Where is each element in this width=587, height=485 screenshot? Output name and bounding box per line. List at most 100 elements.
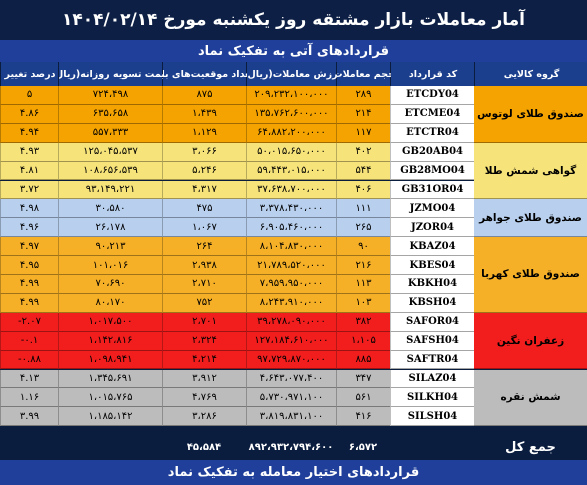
cell-settlement: ۷۰،۶۹۰ bbox=[58, 275, 162, 294]
cell-code: GB20AB04 bbox=[390, 142, 474, 162]
table-row: SILKH04 ۵۶۱ ۵،۷۳۰،۹۷۱،۱۰۰ ۴،۷۶۹ ۱،۰۱۵،۷۶۵ ۱.۱… bbox=[0, 388, 587, 408]
cell-code: KBAZ04 bbox=[390, 237, 474, 257]
cell-settlement: ۱،۱۸۵،۱۴۲ bbox=[58, 407, 162, 427]
header-group: گروه کالایی bbox=[474, 62, 587, 86]
cell-open-interest: ۱،۰۶۷ bbox=[162, 218, 246, 238]
cell-settlement: ۱۰۸،۶۵۶،۵۳۹ bbox=[58, 161, 162, 181]
cell-value: ۶۴،۸۸۲،۲۰۰،۰۰۰ bbox=[246, 123, 336, 143]
cell-change: ۴.۸۶ bbox=[0, 104, 58, 124]
table-row: SAFOR04 ۳۸۲ ۳۹،۲۷۸،۰۹۰،۰۰۰ ۲،۷۰۱ ۱،۰۱۷،۵۰۰ -۲… bbox=[0, 312, 587, 332]
table-row: JZOR04 ۲۶۵ ۶،۹۰۵،۴۶۰،۰۰۰ ۱،۰۶۷ ۲۶،۱۷۸ ۴.۹۶ bbox=[0, 218, 587, 238]
cell-volume: ۲۶۵ bbox=[336, 218, 390, 238]
cell-value: ۵،۷۳۰،۹۷۱،۱۰۰ bbox=[246, 388, 336, 408]
cell-code: JZMO04 bbox=[390, 199, 474, 219]
cell-settlement: ۷۲۴،۴۹۸ bbox=[58, 86, 162, 105]
table-row: JZMO04 ۱۱۱ ۳،۳۷۸،۴۳۰،۰۰۰ ۴۷۵ ۳۰،۵۸۰ ۴.۹۸ bbox=[0, 199, 587, 219]
cell-volume: ۳۴۷ bbox=[336, 369, 390, 389]
cell-open-interest: ۸۷۵ bbox=[162, 86, 246, 105]
cell-code: SAFSH04 bbox=[390, 331, 474, 351]
cell-value: ۵۰،۰۱۵،۶۵۰،۰۰۰ bbox=[246, 142, 336, 162]
cell-change: ۴.۹۹ bbox=[0, 293, 58, 313]
table-row: SILSH04 ۴۱۶ ۳،۸۱۹،۸۳۱،۱۰۰ ۳،۲۸۶ ۱،۱۸۵،۱۴۲ ۳.۹… bbox=[0, 407, 587, 427]
cell-code: GB31OR04 bbox=[390, 180, 474, 200]
table-row: ETCTR04 ۱۱۷ ۶۴،۸۸۲،۲۰۰،۰۰۰ ۱،۱۲۹ ۵۵۷،۳۳۳ ۴.۹۴ bbox=[0, 123, 587, 143]
cell-open-interest: ۴،۲۱۴ bbox=[162, 350, 246, 370]
header-open-interest: تعداد موقعیت‌های باز bbox=[162, 62, 247, 86]
total-open-interest: ۴۵،۵۸۴ bbox=[186, 441, 222, 453]
cell-volume: ۵۴۴ bbox=[336, 161, 390, 181]
cell-volume: ۲۸۹ bbox=[336, 86, 390, 105]
cell-change: -۰.۸۸ bbox=[0, 350, 58, 370]
cell-volume: ۲۱۶ bbox=[336, 256, 390, 275]
cell-open-interest: ۲،۳۲۴ bbox=[162, 331, 246, 351]
cell-open-interest: ۲۶۴ bbox=[162, 237, 246, 257]
cell-volume: ۳۸۲ bbox=[336, 312, 390, 332]
cell-change: ۳.۹۹ bbox=[0, 407, 58, 427]
cell-code: SAFOR04 bbox=[390, 312, 474, 332]
cell-open-interest: ۲،۷۱۰ bbox=[162, 275, 246, 294]
cell-change: ۴.۹۹ bbox=[0, 275, 58, 294]
cell-code: KBKH04 bbox=[390, 275, 474, 294]
cell-open-interest: ۱،۴۳۹ bbox=[162, 104, 246, 124]
cell-value: ۲۱،۷۸۹،۵۲۰،۰۰۰ bbox=[246, 256, 336, 275]
cell-value: ۶،۹۰۵،۴۶۰،۰۰۰ bbox=[246, 218, 336, 238]
cell-change: -۰.۱ bbox=[0, 331, 58, 351]
cell-volume: ۱۰۳ bbox=[336, 293, 390, 313]
cell-value: ۲۰۹،۲۳۲،۱۰۰،۰۰۰ bbox=[246, 86, 336, 105]
total-value: ۸۹۲،۹۳۲،۷۹۴،۶۰۰ bbox=[248, 441, 334, 453]
group-cell: صندوق طلای کهربا bbox=[474, 237, 587, 313]
total-label: جمع کل bbox=[505, 439, 556, 455]
table-row: KBSH04 ۱۰۳ ۸،۲۴۳،۹۱۰،۰۰۰ ۷۵۲ ۸۰،۱۷۰ ۴.۹۹ bbox=[0, 293, 587, 313]
cell-open-interest: ۵،۲۴۶ bbox=[162, 161, 246, 181]
futures-section-header: قراردادهای آتی به تفکیک نماد bbox=[0, 40, 587, 62]
group-cell: گواهی شمش طلا bbox=[474, 142, 587, 200]
cell-value: ۳۷،۶۳۸،۷۰۰،۰۰۰ bbox=[246, 180, 336, 200]
cell-code: SILSH04 bbox=[390, 407, 474, 427]
cell-value: ۳،۳۷۸،۴۳۰،۰۰۰ bbox=[246, 199, 336, 219]
cell-open-interest: ۳،۰۶۶ bbox=[162, 142, 246, 162]
cell-open-interest: ۳،۲۸۶ bbox=[162, 407, 246, 427]
cell-open-interest: ۳،۹۱۲ bbox=[162, 369, 246, 389]
cell-volume: ۹۰ bbox=[336, 237, 390, 257]
cell-code: ETCTR04 bbox=[390, 123, 474, 143]
cell-change: ۴.۹۷ bbox=[0, 237, 58, 257]
group-cell: صندوق طلای جواهر bbox=[474, 199, 587, 238]
cell-code: JZOR04 bbox=[390, 218, 474, 238]
cell-code: ETCDY04 bbox=[390, 86, 474, 105]
header-change: درصد تغییر bbox=[0, 62, 59, 86]
table-row: KBKH04 ۱۱۳ ۷،۹۵۹،۹۵۰،۰۰۰ ۲،۷۱۰ ۷۰،۶۹۰ ۴.۹۹ bbox=[0, 275, 587, 294]
cell-volume: ۱۱۱ bbox=[336, 199, 390, 219]
options-section-header: قراردادهای اختیار معامله به تفکیک نماد bbox=[0, 460, 587, 485]
cell-code: SILKH04 bbox=[390, 388, 474, 408]
cell-value: ۸،۱۰۴،۸۳۰،۰۰۰ bbox=[246, 237, 336, 257]
cell-settlement: ۱۲۵،۰۴۵،۵۳۷ bbox=[58, 142, 162, 162]
cell-settlement: ۶۳۵،۶۵۸ bbox=[58, 104, 162, 124]
cell-volume: ۴۰۶ bbox=[336, 180, 390, 200]
cell-value: ۴،۶۴۳،۰۷۷،۴۰۰ bbox=[246, 369, 336, 389]
cell-code: ETCME04 bbox=[390, 104, 474, 124]
cell-change: ۱.۱۶ bbox=[0, 388, 58, 408]
cell-settlement: ۱۰۱،۰۱۶ bbox=[58, 256, 162, 275]
cell-settlement: ۱،۰۱۷،۵۰۰ bbox=[58, 312, 162, 332]
cell-change: ۴.۹۶ bbox=[0, 218, 58, 238]
cell-settlement: ۹۰،۲۱۳ bbox=[58, 237, 162, 257]
cell-volume: ۵۶۱ bbox=[336, 388, 390, 408]
cell-volume: ۱۱۳ bbox=[336, 275, 390, 294]
total-volume: ۶،۵۷۲ bbox=[348, 441, 378, 453]
cell-value: ۸،۲۴۳،۹۱۰،۰۰۰ bbox=[246, 293, 336, 313]
group-cell: زعفران نگین bbox=[474, 312, 587, 370]
cell-value: ۵۹،۴۴۳،۰۱۵،۰۰۰ bbox=[246, 161, 336, 181]
page-title: آمار معاملات بازار مشتقه روز یکشنبه مورخ… bbox=[0, 0, 587, 40]
cell-open-interest: ۴۷۵ bbox=[162, 199, 246, 219]
cell-settlement: ۱،۳۴۵،۶۹۱ bbox=[58, 369, 162, 389]
cell-change: ۴.۹۴ bbox=[0, 123, 58, 143]
cell-volume: ۲۱۴ bbox=[336, 104, 390, 124]
cell-value: ۷،۹۵۹،۹۵۰،۰۰۰ bbox=[246, 275, 336, 294]
cell-change: ۴.۹۵ bbox=[0, 256, 58, 275]
header-code: کد قرارداد bbox=[390, 62, 475, 86]
cell-code: GB28MO04 bbox=[390, 161, 474, 181]
cell-volume: ۱،۱۰۵ bbox=[336, 331, 390, 351]
cell-open-interest: ۴،۷۶۹ bbox=[162, 388, 246, 408]
cell-value: ۳،۸۱۹،۸۳۱،۱۰۰ bbox=[246, 407, 336, 427]
cell-volume: ۴۱۶ bbox=[336, 407, 390, 427]
